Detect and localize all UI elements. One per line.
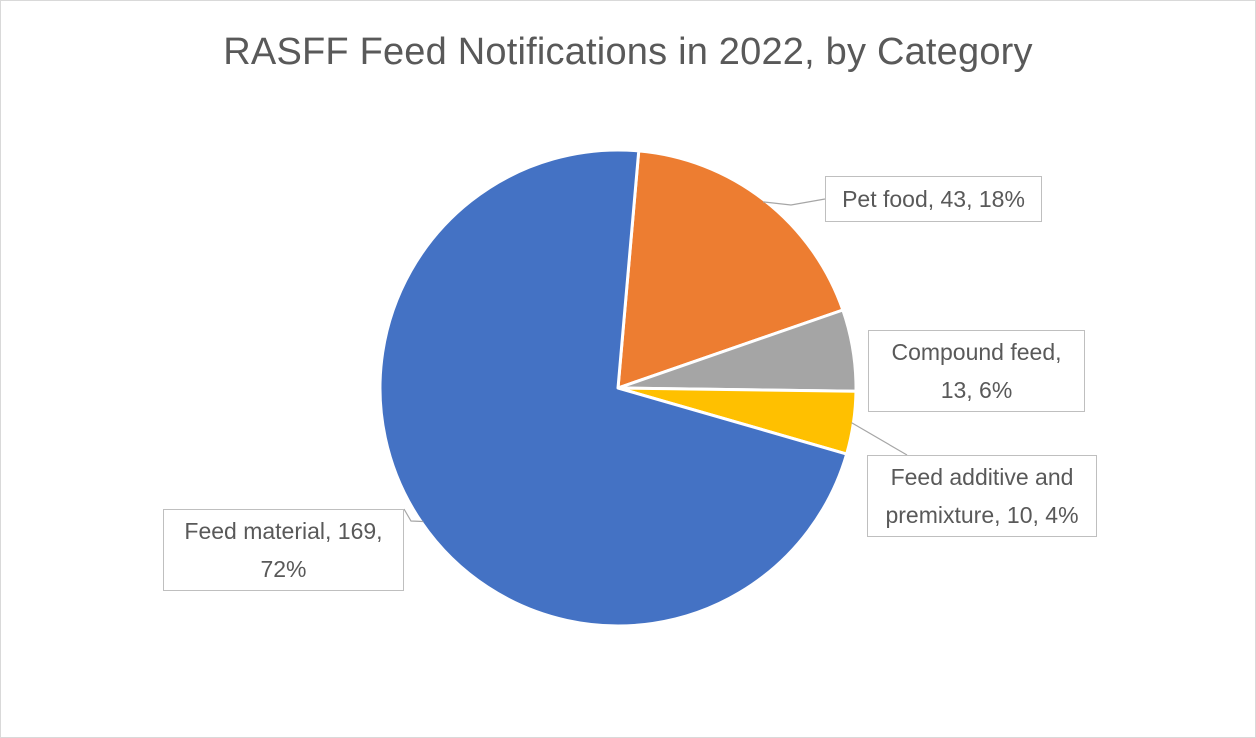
data-label-line: Compound feed,	[891, 339, 1062, 365]
leader-line-feed-material	[403, 508, 424, 523]
data-label-line: Pet food, 43, 18%	[842, 186, 1025, 212]
chart-title: RASFF Feed Notifications in 2022, by Cat…	[223, 31, 1033, 73]
data-label-line: 13, 6%	[940, 377, 1013, 403]
data-label-line: Feed material, 169,	[184, 518, 383, 544]
leader-line-feed-additive	[851, 422, 908, 456]
pie-slice-feed-material	[378, 148, 849, 628]
data-label-feed-additive: Feed additive and premixture, 10, 4%	[867, 455, 1097, 537]
data-label-line: Feed additive and	[890, 464, 1074, 490]
data-label-feed-material: Feed material, 169, 72%	[163, 509, 404, 591]
data-label-pet-food: Pet food, 43, 18%	[825, 176, 1042, 222]
data-label-line: 72%	[260, 556, 307, 582]
leader-line-pet-food	[763, 198, 826, 206]
data-label-line: premixture, 10, 4%	[885, 502, 1079, 528]
data-label-compound-feed: Compound feed, 13, 6%	[868, 330, 1085, 412]
